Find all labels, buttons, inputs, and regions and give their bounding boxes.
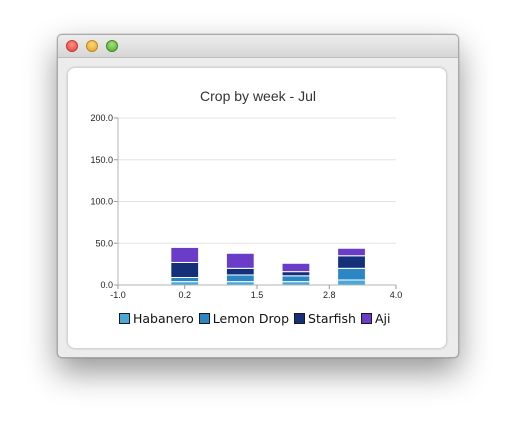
y-tick-label: 200.0: [90, 113, 113, 123]
bar-segment-habanero: [225, 281, 255, 286]
legend-item-aji: Aji: [360, 310, 391, 326]
bar-segment-starfish: [170, 261, 200, 278]
title-bar: [58, 35, 458, 58]
x-tick-label: 0.2: [178, 290, 191, 300]
legend-label: Starfish: [308, 310, 356, 326]
axes: 0.0 50.0 100.0 150.0 200.0 -1.0 0.2 1.5 2.8 4.0: [90, 113, 402, 300]
bar-segment-habanero: [170, 281, 200, 286]
bar-segment-aji: [337, 247, 366, 257]
bar-segment-starfish: [225, 267, 255, 276]
x-tick-label: 4.0: [390, 290, 403, 300]
legend-marker: [360, 312, 372, 324]
legend-marker: [198, 312, 210, 324]
legend-item-lemon-drop: Lemon Drop: [198, 310, 290, 326]
y-tick-label: 100.0: [90, 197, 113, 207]
bar-segment-lemon-drop: [337, 267, 366, 281]
legend-label: Lemon Drop: [212, 310, 290, 326]
y-tick-label: 150.0: [90, 155, 113, 165]
legend-item-starfish: Starfish: [294, 311, 356, 326]
y-tick-label: 50.0: [95, 238, 113, 248]
x-tick-label: 1.5: [251, 290, 264, 300]
legend-marker: [294, 312, 306, 324]
legend: Habanero Lemon Drop Starfish Aji: [119, 310, 395, 326]
legend-marker: [119, 312, 130, 324]
bar-segment-starfish: [337, 255, 366, 269]
bar-segment-habanero: [281, 281, 311, 286]
bar-segment-lemon-drop: [281, 275, 311, 283]
bar-segment-habanero: [337, 279, 366, 286]
bars: [170, 246, 366, 286]
legend-label: Aji: [374, 310, 391, 326]
bar-segment-lemon-drop: [170, 276, 200, 283]
x-tick-label: -1.0: [110, 290, 126, 300]
bar-segment-aji: [281, 262, 311, 273]
chart-card: 0.0 50.0 100.0 150.0 200.0 -1.0 0.2 1.5 2.8 4.0 C…: [68, 68, 446, 348]
bar-segment-lemon-drop: [225, 274, 255, 283]
close-button[interactable]: [66, 40, 78, 52]
grid: [118, 117, 396, 244]
app-window: 0.0 50.0 100.0 150.0 200.0 -1.0 0.2 1.5 2.8 4.0 C…: [57, 34, 459, 358]
legend-item-habanero: Habanero: [119, 311, 194, 326]
bar-chart: 0.0 50.0 100.0 150.0 200.0 -1.0 0.2 1.5 2.8 4.0 C…: [90, 88, 402, 300]
bar-segment-aji: [170, 246, 200, 263]
bar-segment-aji: [225, 252, 255, 269]
x-tick-label: 2.8: [323, 290, 336, 300]
minimize-button[interactable]: [86, 40, 98, 52]
legend-label: Habanero: [133, 310, 194, 326]
chart-title: Crop by week - Jul: [200, 88, 316, 104]
bar-segment-starfish: [281, 271, 311, 277]
y-tick-label: 0.0: [100, 280, 113, 290]
zoom-button[interactable]: [106, 40, 118, 52]
